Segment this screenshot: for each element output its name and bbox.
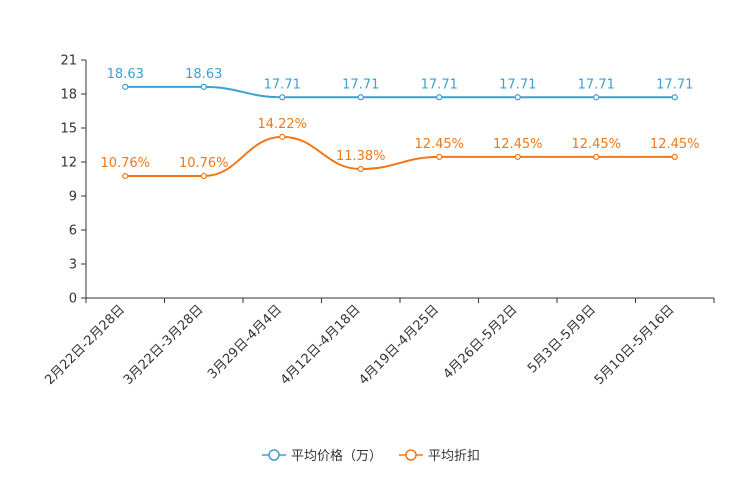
y-tick-label: 12 [60, 156, 77, 171]
data-label: 18.63 [107, 67, 144, 82]
data-label: 11.38% [336, 149, 386, 164]
x-tick-label: 4月19日-4月25日 [356, 302, 442, 388]
data-point[interactable] [593, 153, 600, 160]
data-point[interactable] [357, 94, 364, 101]
x-tick-label: 3月22日-3月28日 [121, 302, 207, 388]
data-point[interactable] [514, 94, 521, 101]
data-label: 18.63 [185, 67, 222, 82]
legend-marker-icon [405, 449, 417, 461]
data-label: 12.45% [571, 137, 621, 152]
data-label: 10.76% [179, 156, 229, 171]
legend-label: 平均折扣 [428, 449, 480, 464]
data-point[interactable] [593, 94, 600, 101]
y-tick-label: 15 [60, 122, 77, 137]
legend-item[interactable]: 平均折扣 [399, 449, 480, 464]
x-tick-label: 3月29日-4月4日 [205, 302, 285, 382]
data-point[interactable] [122, 172, 129, 180]
series-line [125, 85, 675, 99]
data-label: 17.71 [421, 77, 458, 92]
data-label: 12.45% [493, 137, 543, 152]
x-tick-label: 4月12日-4月18日 [278, 302, 364, 388]
legend-label: 平均价格（万） [291, 448, 382, 464]
data-label: 10.76% [100, 156, 150, 171]
y-tick-label: 3 [69, 258, 77, 273]
legend-item[interactable]: 平均价格（万） [262, 448, 382, 464]
data-point[interactable] [357, 165, 364, 173]
x-tick-label: 5月3日-5月9日 [525, 302, 599, 376]
y-tick-label: 6 [69, 224, 77, 239]
data-point[interactable] [514, 153, 521, 160]
series-group: 18.63 18.63 17.71 17.71 17.71 17.71 17.71 17.71 [107, 67, 693, 101]
x-tick-label: 5月10日-5月16日 [592, 302, 678, 388]
legend[interactable]: 平均价格（万） 平均折扣 [262, 448, 480, 464]
data-point[interactable] [671, 94, 678, 101]
y-tick-label: 0 [69, 292, 77, 307]
data-label: 17.71 [578, 77, 615, 92]
data-point[interactable] [436, 94, 443, 101]
y-tick-label: 9 [69, 190, 77, 205]
series-layer: 18.63 18.63 17.71 17.71 17.71 17.71 17.71 17.71… [100, 67, 700, 180]
data-label: 17.71 [656, 77, 693, 92]
data-label: 17.71 [499, 77, 536, 92]
legend-marker-icon [268, 449, 280, 461]
x-tick-label: 2月22日-2月28日 [42, 302, 128, 388]
data-point[interactable] [122, 83, 129, 90]
series-line [125, 135, 675, 178]
data-point[interactable] [436, 153, 443, 160]
data-point[interactable] [279, 94, 286, 101]
data-point[interactable] [200, 172, 207, 180]
series-group: 10.76% 10.76% 14.22% 11.38% 12.45% 12.45% 12.4… [100, 117, 700, 180]
data-point[interactable] [200, 83, 207, 90]
data-point[interactable] [671, 153, 678, 160]
data-point[interactable] [279, 133, 286, 140]
x-tick-label: 4月26日-5月2日 [441, 302, 521, 382]
data-label: 17.71 [264, 77, 301, 92]
axes: 0 3 6 9 12 15 18 21 2月22日-2月28日3月22日-3月28日3月29日-… [42, 54, 715, 388]
y-tick-label: 18 [60, 88, 77, 103]
data-label: 12.45% [414, 137, 464, 152]
y-tick-label: 21 [60, 54, 77, 69]
data-label: 14.22% [257, 117, 307, 132]
data-label: 17.71 [342, 77, 379, 92]
data-label: 12.45% [650, 137, 700, 152]
